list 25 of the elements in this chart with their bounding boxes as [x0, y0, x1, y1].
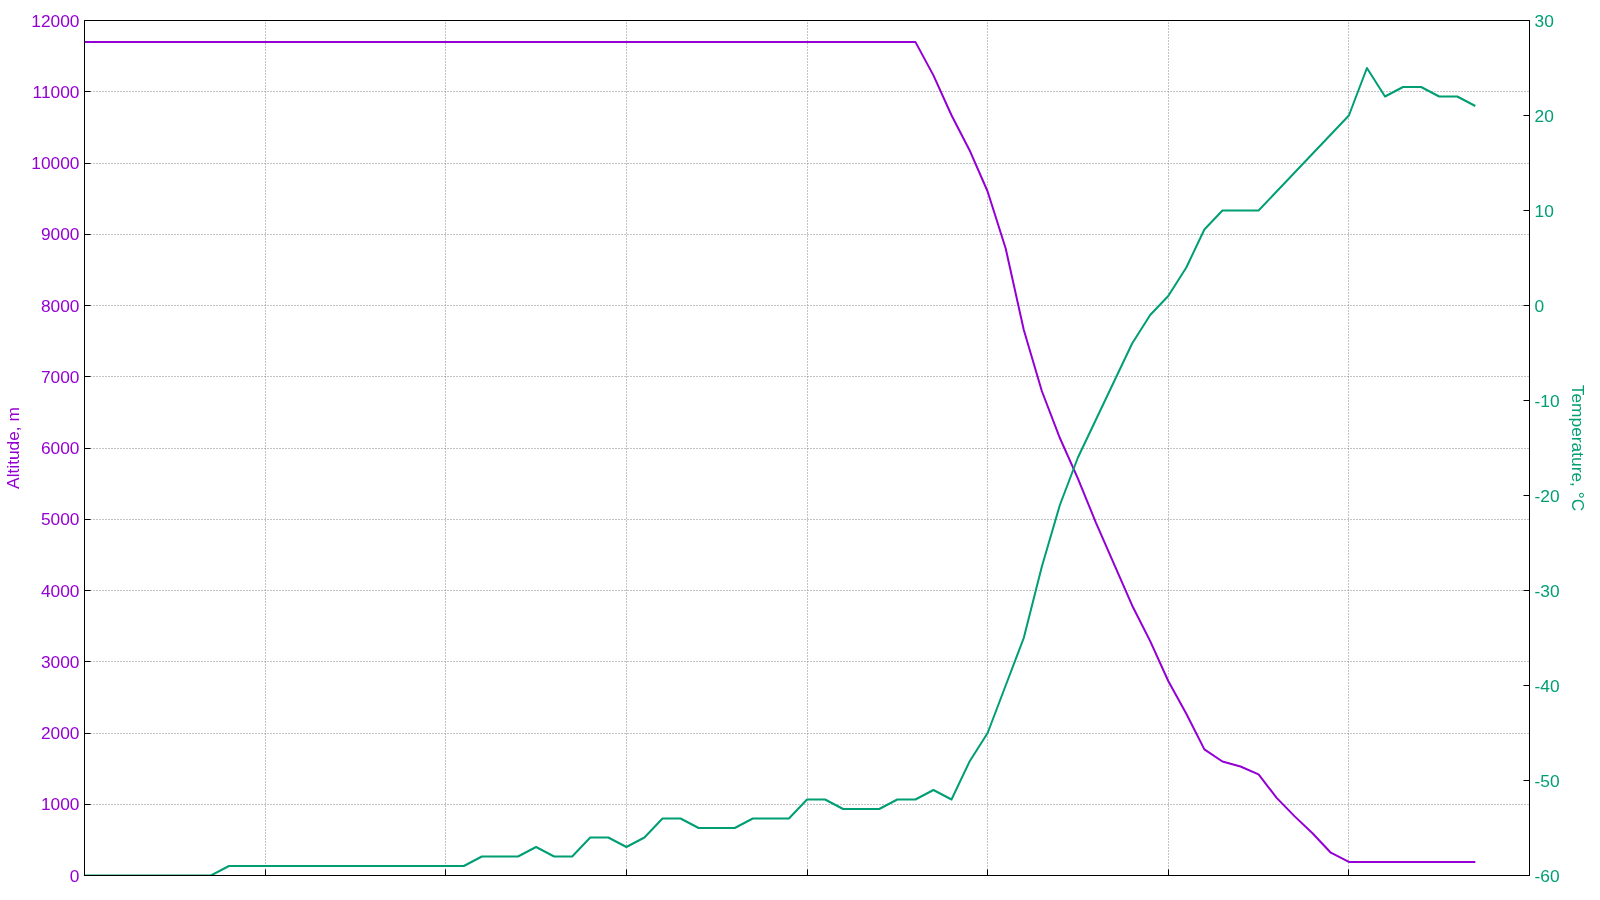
y-tick-label: 7000 — [40, 366, 80, 387]
y2-tick-label: -60 — [1534, 865, 1560, 886]
y2-tick-label: -20 — [1534, 485, 1560, 506]
y-tick-label: 11000 — [32, 81, 80, 102]
y-axis-title: Altitude, m — [3, 407, 24, 489]
y-tick-label: 1000 — [40, 794, 80, 815]
y2-axis-title: Temperature, °C — [1567, 384, 1588, 512]
y-tick-label: 5000 — [40, 509, 80, 530]
y2-tick-label: 10 — [1534, 200, 1554, 221]
y-tick-label: 2000 — [40, 723, 80, 743]
y-tick-label: 6000 — [40, 438, 80, 458]
y-tick-label: 4000 — [40, 580, 80, 601]
y-tick-label: 12000 — [31, 10, 80, 31]
y2-tick-label: 20 — [1534, 105, 1554, 126]
y-tick-label: 3000 — [40, 651, 80, 672]
y-tick-label: 0 — [69, 865, 80, 886]
y-tick-label: 8000 — [40, 295, 80, 316]
y2-tick-label: -10 — [1534, 390, 1560, 411]
y2-tick-label: -50 — [1534, 770, 1560, 791]
y2-tick-label: 30 — [1534, 10, 1554, 31]
y-tick-label: 9000 — [40, 224, 80, 245]
y2-tick-label: -40 — [1534, 675, 1560, 696]
y-tick-label: 10000 — [31, 153, 80, 173]
y2-tick-label: 0 — [1534, 295, 1545, 316]
y2-tick-label: -30 — [1534, 580, 1560, 601]
